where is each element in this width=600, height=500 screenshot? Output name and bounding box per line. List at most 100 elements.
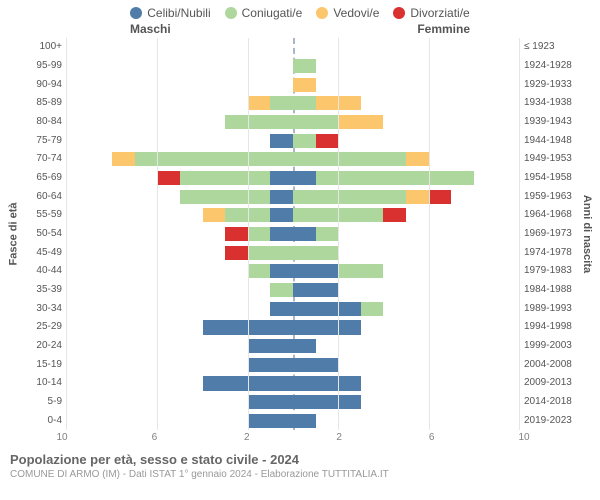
- legend-swatch: [225, 7, 237, 19]
- female-bar: [293, 115, 519, 129]
- y-left-title: Fasce di età: [6, 38, 20, 430]
- x-tick: 10: [56, 432, 67, 443]
- age-label: 95-99: [20, 57, 62, 76]
- bar-segment: [293, 190, 406, 204]
- male-bar: [67, 171, 293, 185]
- age-label: 55-59: [20, 206, 62, 225]
- birth-year-label: 1964-1968: [524, 206, 580, 225]
- bar-segment: [293, 171, 316, 185]
- female-bar: [293, 339, 519, 353]
- bar-segment: [248, 227, 271, 241]
- age-label: 20-24: [20, 337, 62, 356]
- pyramid-row: [67, 187, 519, 206]
- bar-segment: [225, 115, 293, 129]
- x-axis: 10622610: [0, 430, 600, 446]
- age-label: 35-39: [20, 281, 62, 300]
- pyramid-row: [67, 131, 519, 150]
- bar-segment: [248, 96, 271, 110]
- bar-segment: [293, 59, 316, 73]
- birth-year-label: 1939-1943: [524, 113, 580, 132]
- birth-year-label: 1944-1948: [524, 131, 580, 150]
- y-right-title: Anni di nascita: [580, 38, 594, 430]
- bar-segment: [316, 134, 339, 148]
- female-bar: [293, 59, 519, 73]
- age-label: 30-34: [20, 299, 62, 318]
- age-label: 90-94: [20, 75, 62, 94]
- bar-segment: [338, 115, 383, 129]
- bar-segment: [293, 302, 361, 316]
- bar-segment: [293, 227, 316, 241]
- bar-segment: [293, 246, 338, 260]
- bar-segment: [248, 339, 293, 353]
- x-tick: 10: [518, 432, 529, 443]
- pyramid-row: [67, 57, 519, 76]
- age-label: 10-14: [20, 374, 62, 393]
- bar-segment: [361, 302, 384, 316]
- birth-year-label: 1999-2003: [524, 337, 580, 356]
- birth-year-label: 1954-1958: [524, 169, 580, 188]
- x-tick: 6: [152, 432, 158, 443]
- bar-segment: [293, 134, 316, 148]
- female-bar: [293, 208, 519, 222]
- bar-segment: [293, 414, 316, 428]
- bar-segment: [180, 171, 270, 185]
- male-bar: [67, 246, 293, 260]
- bar-segment: [429, 190, 452, 204]
- chart-subtitle: COMUNE DI ARMO (IM) - Dati ISTAT 1° genn…: [10, 467, 590, 480]
- bar-segment: [293, 358, 338, 372]
- male-bar: [67, 264, 293, 278]
- female-bar: [293, 320, 519, 334]
- pyramid-row: [67, 75, 519, 94]
- male-bar: [67, 134, 293, 148]
- bar-segment: [270, 283, 293, 297]
- female-bar: [293, 227, 519, 241]
- gridline: [429, 38, 430, 430]
- bar-segment: [338, 264, 383, 278]
- legend: Celibi/NubiliConiugati/eVedovi/eDivorzia…: [0, 0, 600, 22]
- legend-item: Celibi/Nubili: [130, 6, 210, 20]
- pyramid-row: [67, 393, 519, 412]
- birth-year-label: 1924-1928: [524, 57, 580, 76]
- pyramid-row: [67, 169, 519, 188]
- pyramid-row: [67, 262, 519, 281]
- bar-segment: [225, 227, 248, 241]
- bar-segment: [248, 358, 293, 372]
- female-bar: [293, 40, 519, 54]
- bar-segment: [135, 152, 293, 166]
- male-bar: [67, 96, 293, 110]
- female-bar: [293, 414, 519, 428]
- legend-label: Coniugati/e: [242, 6, 303, 20]
- male-bar: [67, 59, 293, 73]
- age-label: 85-89: [20, 94, 62, 113]
- bar-segment: [112, 152, 135, 166]
- female-bar: [293, 376, 519, 390]
- age-label: 80-84: [20, 113, 62, 132]
- gridline: [338, 38, 339, 430]
- female-bar: [293, 190, 519, 204]
- x-tick: 2: [336, 432, 342, 443]
- pyramid-row: [67, 318, 519, 337]
- age-label: 60-64: [20, 187, 62, 206]
- female-bar: [293, 358, 519, 372]
- legend-label: Celibi/Nubili: [147, 6, 210, 20]
- pyramid-row: [67, 206, 519, 225]
- pyramid-row: [67, 113, 519, 132]
- male-bar: [67, 395, 293, 409]
- bar-segment: [270, 227, 293, 241]
- male-label: Maschi: [130, 22, 171, 36]
- birth-year-label: 1934-1938: [524, 94, 580, 113]
- legend-label: Vedovi/e: [333, 6, 379, 20]
- bar-segment: [248, 414, 293, 428]
- sex-labels: Maschi Femmine: [0, 22, 600, 38]
- legend-swatch: [130, 7, 142, 19]
- gridline: [248, 38, 249, 430]
- bar-segment: [293, 115, 338, 129]
- bar-segment: [293, 395, 361, 409]
- bar-segment: [293, 283, 338, 297]
- female-bar: [293, 134, 519, 148]
- pyramid-row: [67, 281, 519, 300]
- pyramid-row: [67, 94, 519, 113]
- rows: [67, 38, 519, 430]
- bar-segment: [248, 395, 293, 409]
- birth-year-label: ≤ 1923: [524, 38, 580, 57]
